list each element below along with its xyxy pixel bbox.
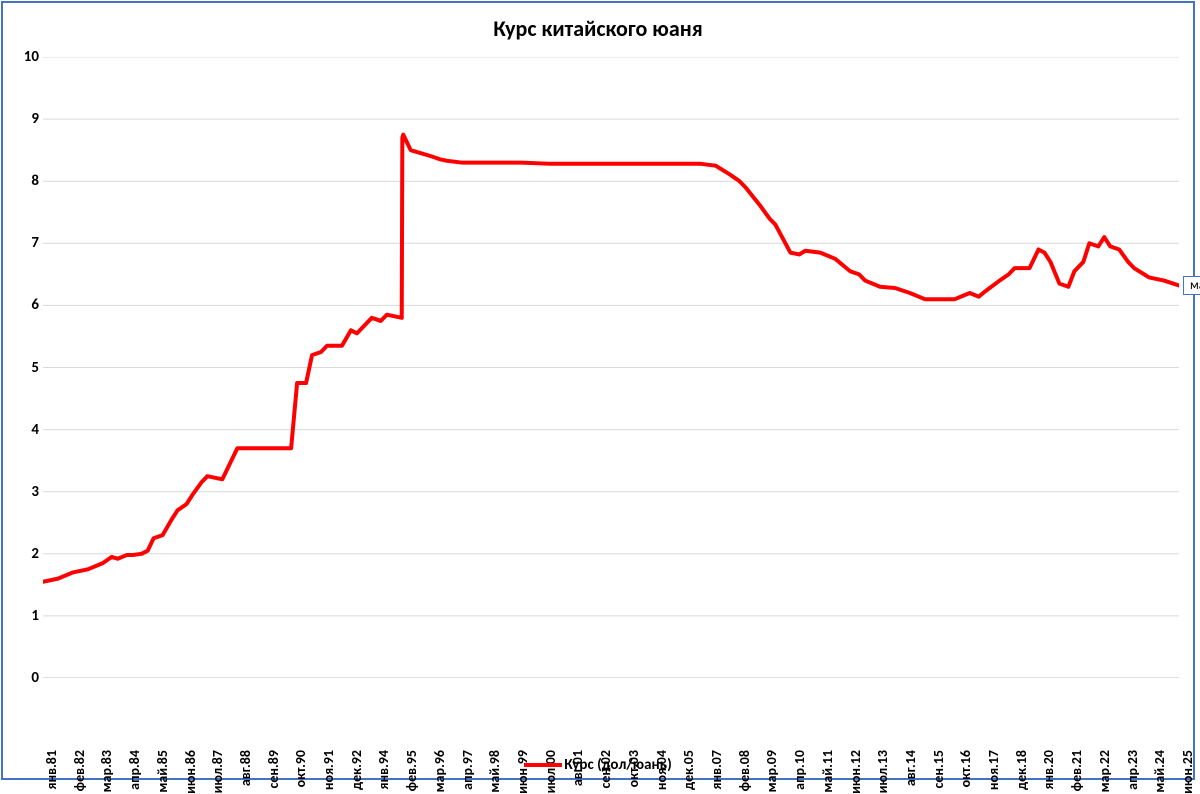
y-tick-label: 5: [15, 359, 39, 377]
legend: Курс (дол/юань): [3, 756, 1193, 774]
plot-area: 012345678910 мар.22; 6,32: [43, 57, 1179, 678]
y-tick-label: 0: [15, 669, 39, 687]
y-tick-label: 7: [15, 234, 39, 252]
y-tick-label: 6: [15, 296, 39, 314]
y-tick-label: 10: [15, 48, 39, 66]
chart-title: Курс китайского юаня: [3, 3, 1193, 42]
legend-swatch: [524, 763, 562, 767]
y-tick-label: 9: [15, 110, 39, 128]
x-axis-labels: янв.81фев.82мар.83апр.84май.85июн.86июл.…: [43, 680, 1179, 752]
y-tick-label: 8: [15, 172, 39, 190]
data-callout: мар.22; 6,32: [1183, 276, 1200, 295]
line-chart-svg: [43, 57, 1179, 678]
y-tick-label: 1: [15, 607, 39, 625]
y-tick-label: 2: [15, 545, 39, 563]
chart-container: Курс китайского юаня 012345678910 мар.22…: [1, 1, 1195, 780]
y-tick-label: 4: [15, 421, 39, 439]
legend-label: Курс (дол/юань): [564, 756, 672, 774]
y-tick-label: 3: [15, 483, 39, 501]
callout-text: мар.22; 6,32: [1190, 278, 1200, 293]
